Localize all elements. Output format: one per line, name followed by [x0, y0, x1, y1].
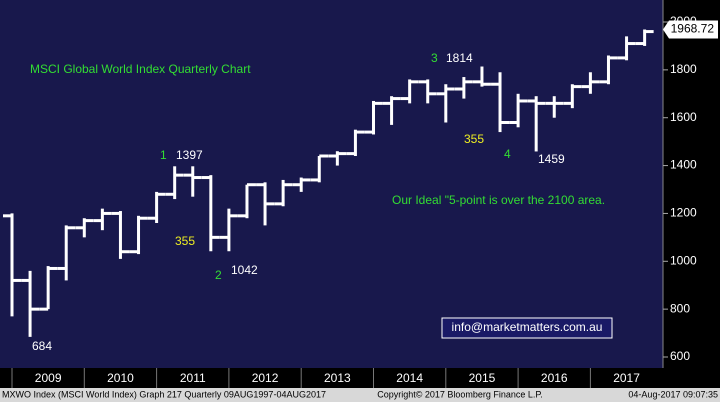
- x-tick-label: 2017: [613, 371, 640, 385]
- chart-title: MSCI Global World Index Quarterly Chart: [30, 62, 251, 76]
- x-tick-label: 2014: [396, 371, 423, 385]
- contact: info@marketmatters.com.au: [452, 320, 603, 334]
- x-tick-label: 2015: [469, 371, 496, 385]
- x-tick-label: 2010: [107, 371, 134, 385]
- x-tick-label: 2009: [35, 371, 62, 385]
- annotation: 1814: [446, 51, 473, 65]
- footer-left: MXWO Index (MSCI World Index) Graph 217 …: [2, 389, 326, 399]
- y-tick-label: 1200: [670, 206, 697, 220]
- x-tick-label: 2012: [252, 371, 279, 385]
- contact-box: [441, 317, 613, 339]
- annotation: Our Ideal "5-point is over the 2100 area…: [392, 193, 605, 207]
- last-price-label: 1968.72: [671, 22, 715, 36]
- y-tick-label: 1800: [670, 62, 697, 76]
- footer-right: 04-Aug-2017 09:07:35: [628, 389, 718, 399]
- footer-center: Copyright© 2017 Bloomberg Finance L.P.: [377, 389, 543, 399]
- annotation: 4: [504, 147, 511, 161]
- x-tick-label: 2011: [180, 371, 206, 385]
- plot-area: [0, 0, 663, 368]
- last-price-box: [663, 20, 718, 39]
- annotation: 684: [32, 339, 52, 353]
- y-tick-label: 1000: [670, 253, 697, 267]
- annotation: 1: [160, 148, 167, 162]
- y-tick-label: 600: [670, 349, 690, 363]
- y-tick-label: 1600: [670, 110, 697, 124]
- annotation: 3: [431, 51, 438, 65]
- annotation: 1042: [231, 263, 258, 277]
- annotation: 355: [464, 132, 484, 146]
- y-tick-label: 1400: [670, 158, 697, 172]
- footer-band: [0, 388, 720, 402]
- annotation: 1397: [176, 148, 203, 162]
- annotation: 355: [175, 234, 195, 248]
- annotation: 2: [215, 268, 222, 282]
- x-tick-label: 2013: [324, 371, 351, 385]
- x-axis-band: [0, 368, 720, 388]
- y-tick-label: 800: [670, 301, 690, 315]
- x-tick-label: 2016: [541, 371, 568, 385]
- annotation: 1459: [538, 152, 565, 166]
